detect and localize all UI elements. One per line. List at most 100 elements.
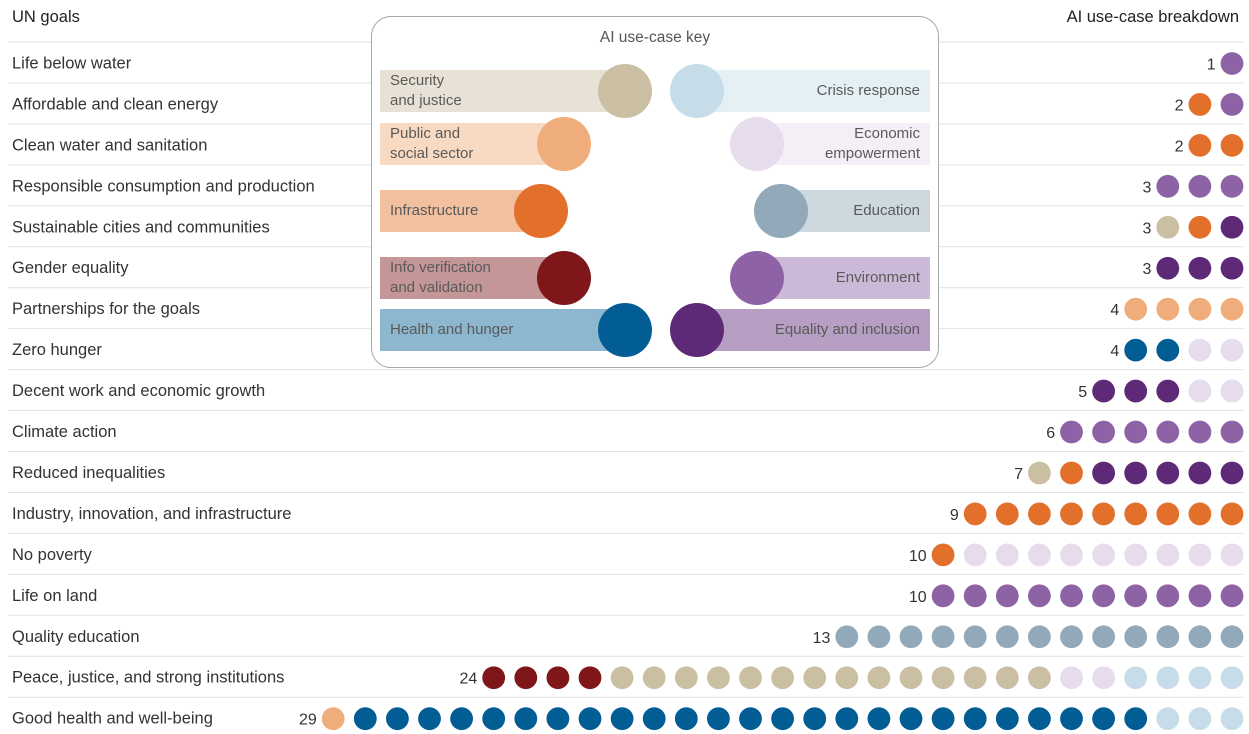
dot-environment <box>963 584 987 608</box>
goal-label: Affordable and clean energy <box>12 95 219 113</box>
dot-health <box>963 707 987 731</box>
dot-education <box>1092 625 1115 649</box>
key-label-education: Education <box>853 202 920 219</box>
goal-label: Gender equality <box>12 259 129 277</box>
dot-economic <box>1220 338 1244 362</box>
dot-security <box>610 666 634 690</box>
goal-label: No poverty <box>12 546 93 564</box>
dot-public <box>1156 297 1180 321</box>
dot-education <box>1028 625 1051 649</box>
dot-equality <box>1092 461 1115 485</box>
dot-crisis <box>1156 666 1180 690</box>
dot-health <box>482 707 506 731</box>
dot-security <box>867 666 891 690</box>
dot-health <box>610 707 634 731</box>
dot-environment <box>931 584 955 608</box>
dot-environment <box>1156 174 1180 198</box>
dot-education <box>1220 625 1244 649</box>
count-label: 4 <box>1110 302 1119 319</box>
dot-equality <box>1092 379 1115 403</box>
goal-label: Quality education <box>12 628 140 646</box>
dot-economic <box>1156 543 1180 567</box>
key-swatch-equality <box>670 303 724 357</box>
dot-environment <box>1156 420 1180 444</box>
count-label: 4 <box>1110 343 1119 360</box>
dot-equality <box>1156 461 1180 485</box>
goal-label: Partnerships for the goals <box>12 300 200 318</box>
dot-environment <box>1220 174 1244 198</box>
key-swatch-public <box>537 117 591 171</box>
dot-equality <box>1124 379 1148 403</box>
dot-infrastructure <box>1028 502 1051 526</box>
key-bar-health: Health and hunger <box>380 309 616 351</box>
goal-label: Climate action <box>12 423 117 441</box>
dot-economic <box>1092 543 1115 567</box>
goal-label: Responsible consumption and production <box>12 177 315 195</box>
dot-equality <box>1156 379 1180 403</box>
dot-crisis <box>1188 707 1212 731</box>
ai-use-case-key: AI use-case key Security and justice Pub… <box>371 16 939 368</box>
dot-infrastructure <box>1188 93 1212 116</box>
dot-health <box>931 707 955 731</box>
count-label: 29 <box>299 712 317 729</box>
dot-crisis <box>1156 707 1180 731</box>
dot-infrastructure <box>1220 133 1244 157</box>
goal-label: Sustainable cities and communities <box>12 218 270 236</box>
dot-environment <box>1124 584 1148 608</box>
dot-crisis <box>1124 666 1148 690</box>
count-label: 2 <box>1175 97 1184 114</box>
dot-education <box>1060 625 1083 649</box>
dot-health <box>771 707 794 731</box>
dot-health <box>835 707 859 731</box>
dot-economic <box>1220 379 1244 403</box>
dot-public <box>1220 297 1244 321</box>
dot-security <box>1156 215 1180 239</box>
dot-security <box>739 666 762 690</box>
dot-education <box>995 625 1019 649</box>
dot-security <box>995 666 1019 690</box>
dot-economic <box>1220 543 1244 567</box>
dot-equality <box>1188 256 1212 280</box>
dot-equality <box>1188 461 1212 485</box>
dot-infrastructure <box>1188 502 1212 526</box>
dot-environment <box>1220 93 1244 116</box>
dot-infrastructure <box>1188 133 1212 157</box>
dot-economic <box>995 543 1019 567</box>
dot-health <box>1092 707 1115 731</box>
dot-economic <box>1092 666 1115 690</box>
dot-health <box>578 707 602 731</box>
dot-health <box>1124 707 1148 731</box>
dot-health <box>867 707 891 731</box>
key-label-economic: Economic empowerment <box>824 125 920 162</box>
dot-education <box>899 625 923 649</box>
dot-education <box>867 625 891 649</box>
count-label: 10 <box>909 548 927 565</box>
dot-environment <box>1188 174 1212 198</box>
key-swatch-economic <box>730 117 784 171</box>
dot-infrastructure <box>931 543 955 567</box>
key-swatch-infrastructure <box>514 184 568 238</box>
goal-label: Zero hunger <box>12 341 102 359</box>
dot-public <box>321 707 345 731</box>
dot-security <box>642 666 666 690</box>
dot-environment <box>1060 584 1083 608</box>
key-bar-security: Security and justice <box>380 70 616 112</box>
dot-environment <box>1188 584 1212 608</box>
dot-education <box>835 625 859 649</box>
count-label: 5 <box>1078 384 1087 401</box>
dot-health <box>1124 338 1148 362</box>
dot-education <box>931 625 955 649</box>
dot-health <box>1156 338 1180 362</box>
goal-label: Reduced inequalities <box>12 464 165 482</box>
dot-health <box>514 707 538 731</box>
dot-info <box>514 666 538 690</box>
key-title: AI use-case key <box>599 29 711 46</box>
dot-security <box>835 666 859 690</box>
dot-health <box>995 707 1019 731</box>
dot-environment <box>1060 420 1083 444</box>
goal-label: Industry, innovation, and infrastructure <box>12 505 291 523</box>
dot-infrastructure <box>1188 215 1212 239</box>
dot-economic <box>1188 338 1212 362</box>
dot-health <box>418 707 441 731</box>
dot-infrastructure <box>995 502 1019 526</box>
